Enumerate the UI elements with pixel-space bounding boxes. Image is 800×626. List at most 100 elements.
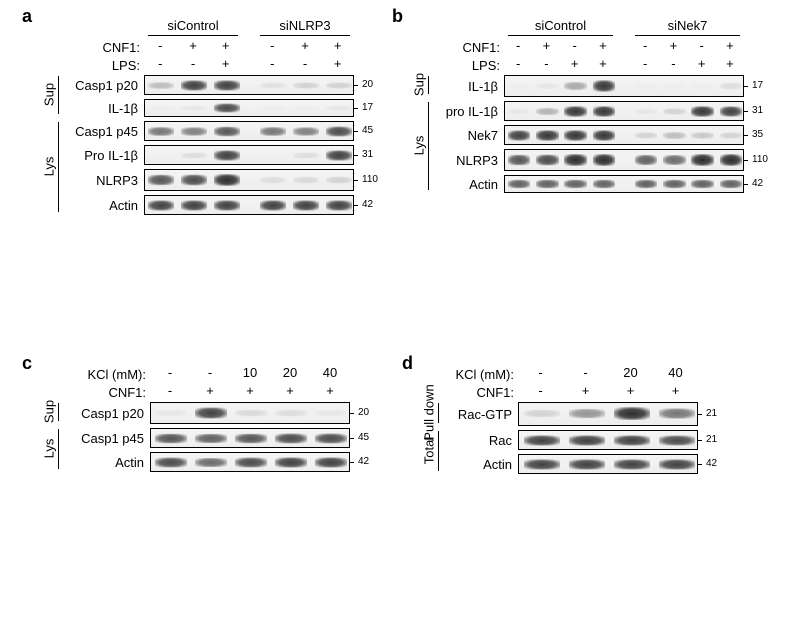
blot-row: Nek735 [436, 124, 780, 146]
blot-row: NLRP3110 [436, 148, 780, 172]
band [508, 83, 531, 89]
blot-image [504, 101, 744, 121]
condition-row: KCl (mM):--2040 [446, 365, 780, 383]
lane [505, 126, 533, 144]
blot-row: NLRP3110 [66, 168, 390, 192]
lane [660, 126, 688, 144]
blot-image [518, 402, 698, 426]
mw-label: 45 [354, 432, 369, 443]
lane [145, 76, 178, 94]
lane [151, 453, 191, 471]
blot-row: Pro IL-1β31 [66, 144, 390, 166]
condition-value: + [608, 383, 653, 398]
band [564, 82, 587, 90]
lane [590, 76, 618, 96]
mw-label: 21 [702, 434, 717, 445]
blot-target-label: IL-1β [436, 79, 504, 94]
lane [151, 429, 191, 447]
condition-value: 40 [310, 365, 350, 380]
lane [717, 76, 744, 96]
band [691, 106, 714, 116]
lane [717, 126, 744, 144]
band [720, 132, 743, 138]
blot-image [144, 121, 354, 141]
band [593, 80, 616, 91]
condition-value: + [716, 56, 744, 71]
lane [231, 429, 271, 447]
band [235, 410, 267, 417]
condition-value: + [209, 56, 242, 71]
blot-image [504, 175, 744, 193]
band [508, 180, 531, 188]
blot-target-label: Pro IL-1β [66, 148, 144, 163]
condition-value: - [504, 56, 532, 71]
lane [564, 455, 609, 473]
group-labels-row: siControlsiNek7 [504, 18, 744, 38]
panel-label: c [22, 353, 32, 374]
condition-name: LPS: [436, 58, 504, 73]
band [181, 175, 207, 186]
group-labels-row: siControlsiNLRP3 [144, 18, 354, 38]
lane [660, 176, 688, 192]
condition-value: - [256, 56, 289, 71]
lane [590, 176, 618, 192]
blot-image [150, 402, 350, 424]
lane [505, 76, 533, 96]
condition-value: - [177, 56, 210, 71]
condition-values: --102040 [150, 365, 350, 383]
condition-value: + [532, 38, 560, 53]
blot-target-label: pro IL-1β [436, 104, 504, 119]
mw-wrap: 21 [698, 430, 726, 450]
panel-label: d [402, 353, 413, 374]
band [293, 127, 319, 136]
band [659, 459, 695, 469]
lane [609, 455, 654, 473]
mw-label: 42 [354, 456, 369, 467]
band [260, 127, 286, 136]
fraction-line [438, 431, 439, 471]
condition-value: - [563, 365, 608, 380]
condition-row: LPS:--+--+ [66, 56, 390, 74]
condition-value: - [144, 56, 177, 71]
fraction-line [58, 122, 59, 212]
blot-target-label: Rac-GTP [446, 407, 518, 422]
band [148, 200, 174, 210]
lane [210, 122, 243, 140]
lane [311, 453, 350, 471]
blot-target-label: Actin [436, 177, 504, 192]
mw-wrap: 17 [744, 75, 772, 97]
band [293, 177, 319, 184]
band [659, 409, 695, 420]
lane [590, 126, 618, 144]
band [326, 105, 352, 110]
band [524, 459, 560, 469]
lane [257, 196, 290, 214]
band [691, 154, 714, 166]
lane [660, 150, 688, 170]
lane [654, 431, 698, 449]
band [315, 410, 347, 416]
band [293, 152, 319, 158]
group-label: siNLRP3 [256, 18, 354, 33]
condition-value: - [289, 56, 322, 71]
blot-image [144, 195, 354, 215]
mw-wrap: 42 [698, 454, 726, 474]
group-label: siNek7 [631, 18, 744, 33]
fraction-label: Sup [412, 55, 427, 115]
band [260, 200, 286, 210]
condition-values: -++-++ [144, 38, 354, 56]
band [275, 457, 307, 467]
band [148, 82, 174, 89]
band [691, 83, 714, 89]
condition-values: --2040 [518, 365, 698, 383]
lane [654, 403, 698, 425]
lane [145, 122, 178, 140]
band [508, 130, 531, 140]
lane [689, 102, 717, 120]
lane [654, 455, 698, 473]
lane [178, 170, 211, 190]
condition-value: - [150, 365, 190, 380]
blot-image [504, 75, 744, 97]
band [195, 457, 227, 466]
band [720, 106, 743, 116]
